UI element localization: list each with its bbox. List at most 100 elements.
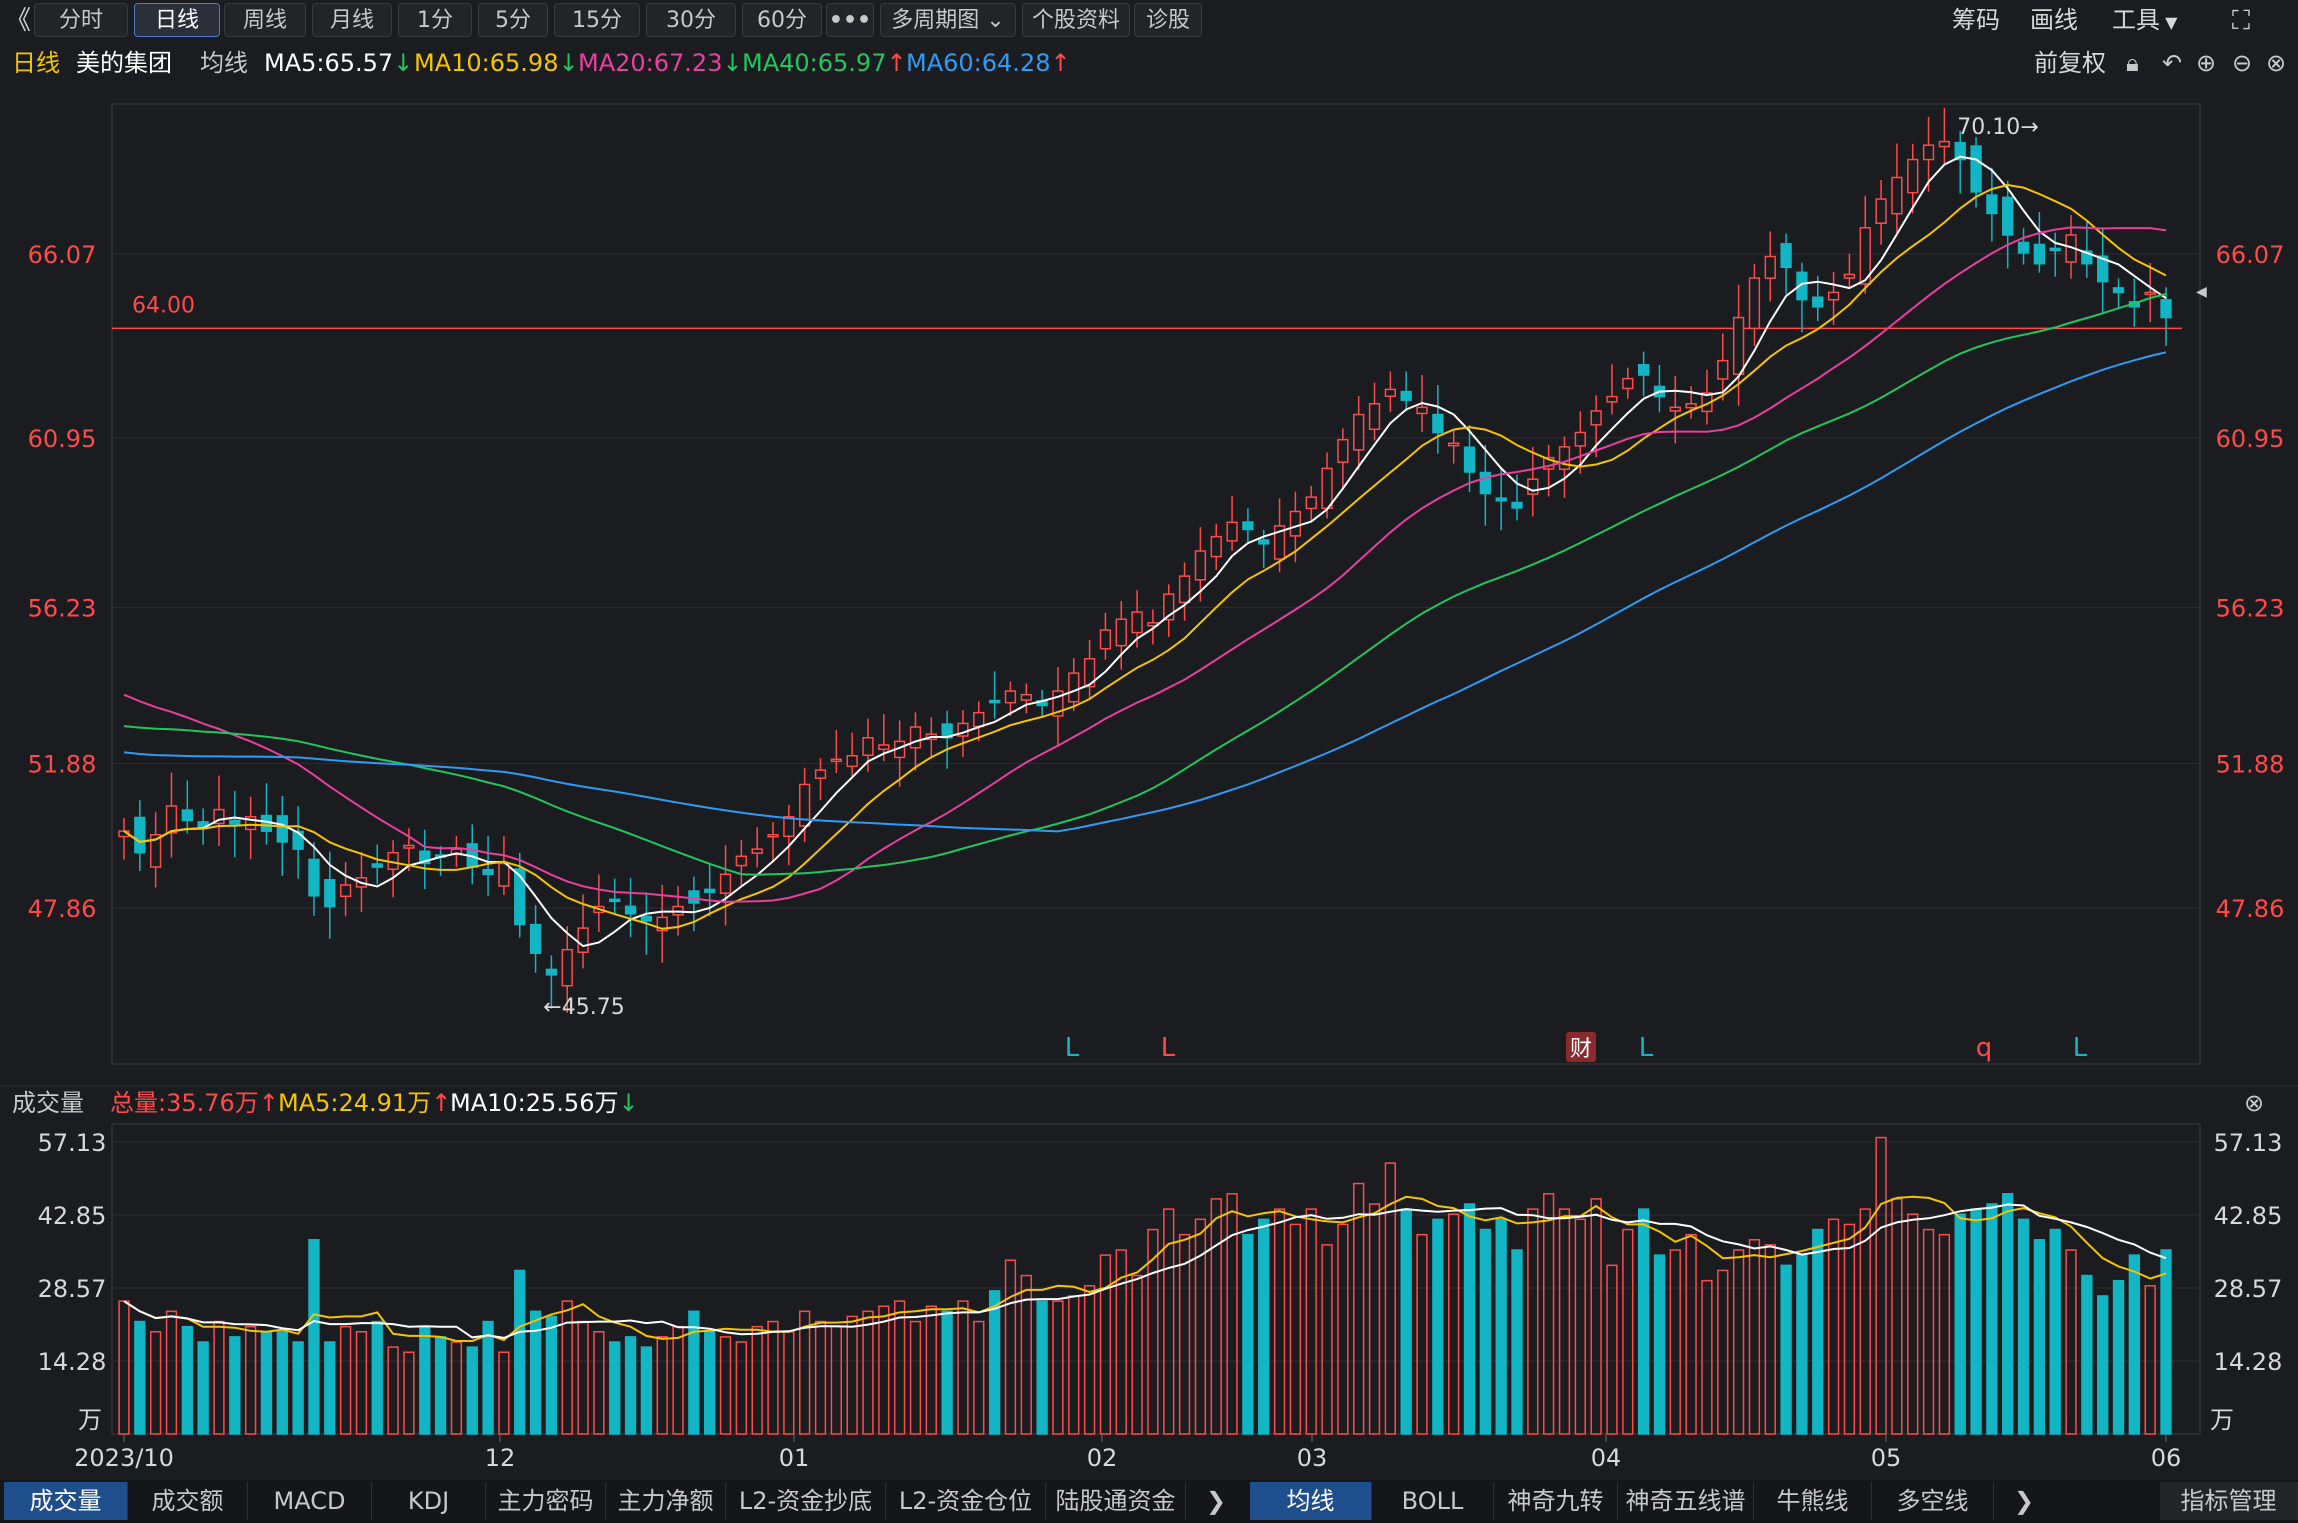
overlay-tab-3[interactable]: 神奇五线谱 [1618,1482,1754,1520]
volume-bar [2002,1193,2014,1435]
overlay-tab-2[interactable]: 神奇九转 [1494,1482,1618,1520]
price-tick-right: 66.07 [2216,241,2285,269]
volume-bar [450,1341,463,1435]
volume-bar [624,1336,637,1435]
volume-bar [1384,1162,1397,1435]
volume-close-icon[interactable]: ⊗ [2244,1089,2265,1117]
candle-body [609,898,621,903]
indicator-tab-8[interactable]: 陆股通资金 [1046,1482,1186,1520]
candle-body [1970,145,1982,193]
zoom-in-icon[interactable]: ⊕ [2196,49,2217,77]
volume-bar [799,1310,811,1435]
draw-button[interactable]: 画线 [2030,6,2078,34]
fullscreen-icon[interactable]: ⛶ [2231,6,2251,36]
volume-bar [1527,1208,1539,1435]
volume-bar [1321,1244,1333,1435]
period-tab-4[interactable]: 1分 [398,3,472,37]
kline-chart[interactable]: 66.07 66.07 60.95 60.95 56.23 56.23 51.88 51.88… [0,0,2298,1480]
zoom-out-icon[interactable]: ⊖ [2232,49,2253,77]
candle-body [1606,395,1618,403]
candle-body [1574,431,1586,447]
close-icon[interactable]: ⊗ [2266,49,2287,77]
candle-body [2081,250,2093,265]
volume-bar [2033,1239,2046,1435]
back-icon[interactable]: 《 [4,6,31,36]
stock-name: 美的集团 [76,49,172,77]
volume-bar [1289,1223,1302,1435]
candle-body [1178,575,1191,604]
candle-body [324,879,336,908]
indicator-tab-4[interactable]: 主力密码 [486,1482,606,1520]
indicator-manage-button[interactable]: 指标管理 [2160,1482,2298,1520]
candle-body [767,833,779,838]
candle-body [1780,243,1792,269]
volume-bar [909,1320,922,1435]
multi-period-button[interactable]: 多周期图 ⌄ [880,3,1016,37]
volume-bar [1907,1213,1919,1435]
volume-bar [988,1290,1001,1435]
candle-body [1226,521,1238,542]
candle-body [276,815,288,843]
indicator-tab-5[interactable]: 主力净额 [606,1482,726,1520]
candle-body [1590,410,1602,426]
tabs-right-next-icon[interactable]: ❯ [2013,1487,2035,1515]
tools-button[interactable]: 工具 ▼ [2112,3,2177,37]
period-tab-1[interactable]: 日线 [134,3,220,37]
candle-body [1210,535,1222,558]
volume-bar [2097,1295,2109,1435]
period-tab-0[interactable]: 分时 [34,3,128,37]
candle-body [735,855,748,867]
candle-body [1115,618,1127,647]
volume-ma5-line [123,1195,2167,1342]
diagnose-button[interactable]: 诊股 [1134,3,1202,37]
volume-bar [1542,1193,1555,1435]
volume-bar [1068,1295,1080,1435]
adjust-mode[interactable]: 前复权 [2034,49,2106,77]
indicator-tab-7[interactable]: L2-资金仓位 [886,1482,1046,1520]
price-tick-left: 56.23 [28,594,97,622]
indicator-tab-0[interactable]: 成交量 [4,1482,128,1520]
ma-label[interactable]: 均线 [200,49,248,77]
volume-bar [1875,1136,1887,1435]
indicator-tab-2[interactable]: MACD [248,1482,372,1520]
candle-body [624,905,637,915]
tabs-next-icon[interactable]: ❯ [1205,1487,1227,1515]
candle-body [577,927,589,953]
period-tab-2[interactable]: 周线 [224,3,306,37]
overlay-tab-1[interactable]: BOLL [1372,1482,1494,1520]
volume-bar [1258,1218,1270,1435]
volume-bar [1099,1254,1112,1435]
candle-body [134,816,146,854]
period-tab-7[interactable]: 30分 [646,3,736,37]
overlay-tab-4[interactable]: 牛熊线 [1754,1482,1872,1520]
volume-bar [181,1325,193,1435]
indicator-tab-3[interactable]: KDJ [372,1482,486,1520]
indicator-tab-6[interactable]: L2-资金抄底 [726,1482,886,1520]
period-tab-3[interactable]: 月线 [312,3,392,37]
date-label: 12 [485,1444,516,1472]
volume-bar [2144,1285,2156,1435]
period-tab-8[interactable]: 60分 [742,3,822,37]
volume-bar [419,1325,431,1435]
volume-bar [529,1310,542,1435]
volume-bar [1827,1218,1840,1435]
chips-button[interactable]: 筹码 [1952,6,2000,34]
overlay-tab-5[interactable]: 多空线 [1872,1482,1994,1520]
volume-bar [1194,1218,1207,1435]
volume-bar [1147,1228,1159,1435]
volume-bar [1653,1254,1666,1435]
more-button[interactable]: ••• [826,3,874,37]
overlay-tab-0[interactable]: 均线 [1250,1482,1372,1520]
lock-icon[interactable]: 🔒︎ [2126,49,2139,77]
stock-info-button[interactable]: 个股资料 [1022,3,1130,37]
volume-bar [609,1341,621,1435]
volume-bar [2065,1249,2077,1435]
undo-icon[interactable]: ↶ [2162,49,2183,77]
volume-total: 总量:35.76万↑ [110,1089,279,1117]
period-tab-5[interactable]: 5分 [478,3,548,37]
caret-down-icon: ▼ [2160,13,2178,32]
volume-bar [1305,1208,1317,1435]
indicator-tab-1[interactable]: 成交额 [128,1482,248,1520]
price-tick-left: 51.88 [28,751,97,779]
period-tab-6[interactable]: 15分 [554,3,640,37]
